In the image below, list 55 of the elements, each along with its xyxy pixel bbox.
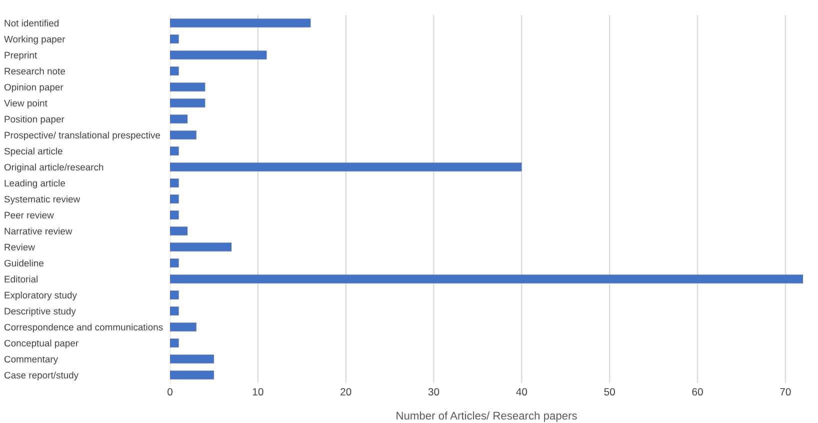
bar <box>170 130 196 140</box>
y-tick-label: Narrative review <box>4 228 72 235</box>
x-tick-label: 50 <box>604 388 615 396</box>
y-tick-label: Conceptual paper <box>4 340 78 348</box>
y-tick-label: View point <box>4 100 48 108</box>
y-tick-label: Guideline <box>4 260 44 267</box>
y-tick-label: Peer review <box>4 212 54 219</box>
bar <box>170 114 188 124</box>
y-tick-label: Descriptive study <box>4 308 76 316</box>
y-tick-label: Working paper <box>4 36 66 44</box>
y-tick-label: Research note <box>4 68 66 75</box>
x-tick-label: 60 <box>692 388 703 396</box>
y-tick-label: Case report/study <box>4 372 79 380</box>
bar <box>170 354 214 364</box>
bar <box>170 258 179 268</box>
y-tick-label: Leading article <box>4 180 66 188</box>
bar <box>170 322 196 332</box>
bar <box>170 66 179 76</box>
y-tick-label: Opinion paper <box>4 84 64 92</box>
y-tick-label: Review <box>4 244 35 251</box>
bar <box>170 338 179 348</box>
bar <box>170 370 214 380</box>
bar <box>170 194 179 204</box>
y-tick-label: Not identified <box>4 20 59 27</box>
bar <box>170 162 522 172</box>
bar <box>170 82 206 92</box>
bar <box>170 210 179 220</box>
x-tick-label: 70 <box>780 388 791 396</box>
bar <box>170 146 179 156</box>
bar <box>170 98 206 108</box>
x-axis-title: Number of Articles/ Research papers <box>396 411 577 422</box>
y-tick-label: Position paper <box>4 116 64 124</box>
x-tick-label: 20 <box>340 388 352 396</box>
bar <box>170 242 232 252</box>
y-tick-label: Editorial <box>4 276 38 283</box>
y-tick-label: Correspondence and communications <box>4 324 163 332</box>
bar <box>170 34 179 44</box>
y-tick-label: Commentary <box>4 356 58 364</box>
x-tick-label: 10 <box>252 388 264 396</box>
y-tick-label: Preprint <box>4 52 37 60</box>
y-tick-label: Exploratory study <box>4 292 77 300</box>
x-tick-label: 40 <box>516 388 528 396</box>
bar <box>170 178 179 188</box>
y-tick-label: Systematic review <box>4 196 80 204</box>
bar <box>170 50 267 60</box>
bar <box>170 290 179 300</box>
y-tick-label: Special article <box>4 148 62 156</box>
bar <box>170 274 803 284</box>
bar <box>170 18 311 28</box>
bar <box>170 306 179 316</box>
y-tick-label: Original article/research <box>4 164 104 172</box>
y-tick-label: Prospective/ translational prespective <box>4 132 160 140</box>
x-tick-label: 0 <box>168 388 172 396</box>
x-tick-label: 30 <box>428 388 440 396</box>
bar <box>170 226 188 236</box>
